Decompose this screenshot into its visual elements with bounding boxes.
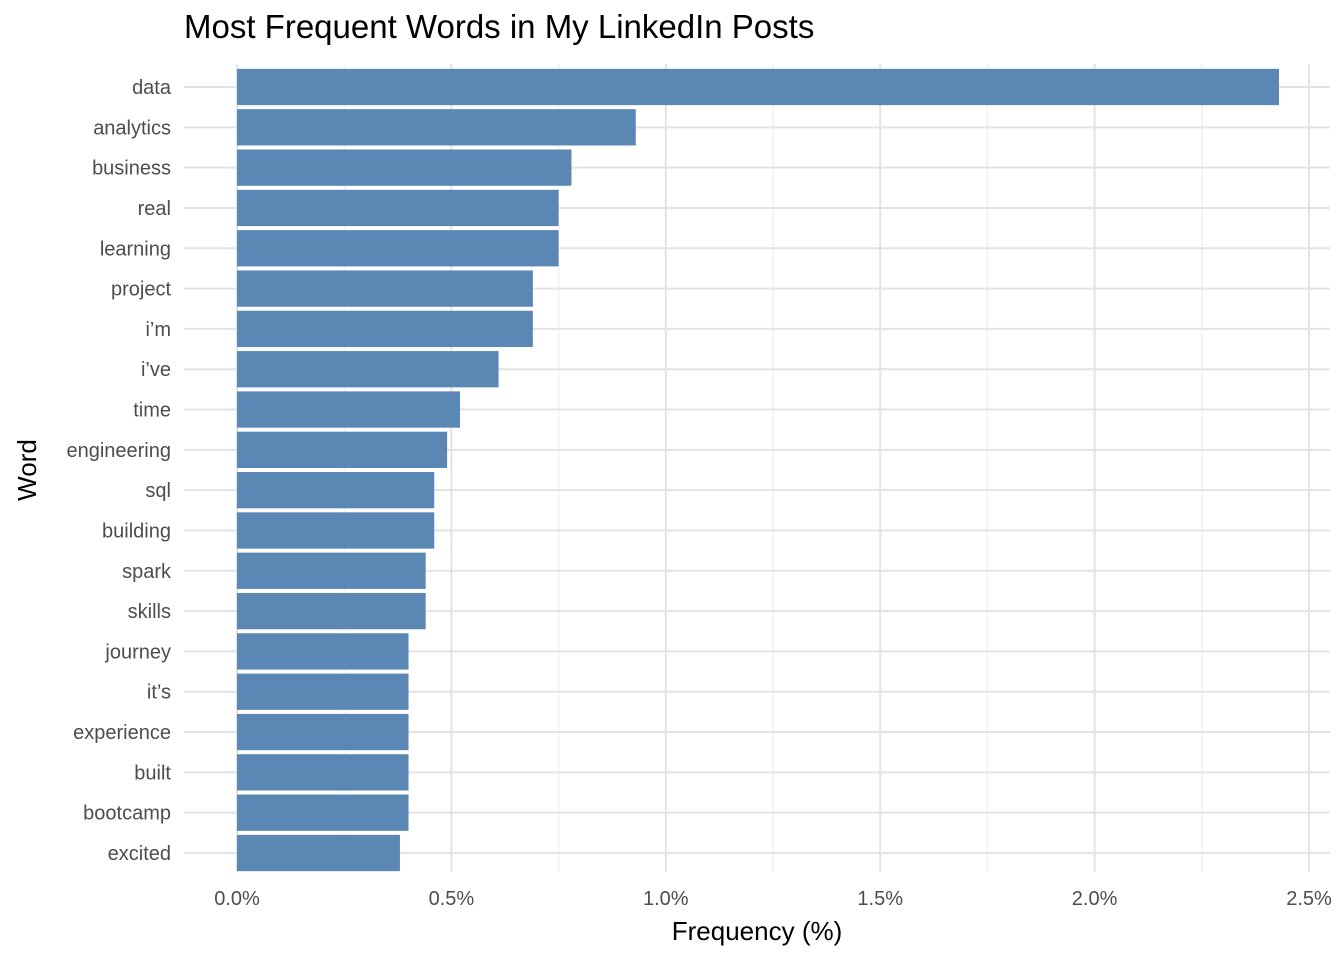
x-tick-label: 0.0% <box>214 888 260 910</box>
x-tick-label: 2.0% <box>1072 888 1118 910</box>
y-tick-label: sql <box>145 480 171 502</box>
y-tick-label: building <box>102 520 171 542</box>
y-tick-label: project <box>111 279 171 301</box>
y-tick-label: built <box>134 762 171 784</box>
y-tick-label: skills <box>128 601 171 623</box>
bar <box>237 149 572 186</box>
bar <box>237 592 426 630</box>
bar <box>237 834 400 872</box>
x-tick-label: 1.0% <box>643 888 689 910</box>
bar <box>237 472 435 509</box>
bar <box>237 109 636 146</box>
x-tick-labels: 0.0% 0.5% 1.0% 1.5% 2.0% 2.5% <box>214 888 1332 910</box>
bar <box>237 351 499 388</box>
bar <box>237 391 460 428</box>
x-tick-label: 0.5% <box>429 888 475 910</box>
bar <box>237 512 435 549</box>
x-axis-title: Frequency (%) <box>672 916 843 946</box>
bar <box>237 754 409 791</box>
y-tick-label: learning <box>100 238 171 260</box>
bar <box>237 794 409 831</box>
bar <box>237 270 533 307</box>
bar <box>237 310 533 348</box>
y-tick-label: journey <box>104 641 171 663</box>
y-tick-label: experience <box>73 722 171 744</box>
y-tick-label: bootcamp <box>83 803 171 825</box>
y-tick-label: i’m <box>145 319 171 341</box>
y-tick-label: spark <box>122 561 172 583</box>
bar <box>237 713 409 751</box>
y-tick-label: data <box>132 77 172 99</box>
chart-title: Most Frequent Words in My LinkedIn Posts <box>184 8 815 45</box>
y-tick-label: analytics <box>93 117 171 139</box>
bar <box>237 230 559 267</box>
y-tick-label: excited <box>108 843 171 865</box>
bar <box>237 431 448 468</box>
y-tick-label: time <box>133 400 171 422</box>
y-tick-label: business <box>92 158 171 180</box>
y-tick-label: it’s <box>147 682 171 704</box>
bars <box>237 68 1279 872</box>
bar <box>237 633 409 670</box>
y-tick-label: engineering <box>66 440 171 462</box>
y-axis-title: Word <box>12 439 42 501</box>
bar <box>237 189 559 227</box>
bar <box>237 673 409 710</box>
x-tick-label: 1.5% <box>857 888 903 910</box>
bar <box>237 552 426 589</box>
y-tick-labels: data analytics business real learning project… <box>66 77 172 865</box>
x-tick-label: 2.5% <box>1286 888 1332 910</box>
y-tick-label: real <box>138 198 171 220</box>
y-tick-label: i’ve <box>141 359 171 381</box>
bar <box>237 68 1279 106</box>
